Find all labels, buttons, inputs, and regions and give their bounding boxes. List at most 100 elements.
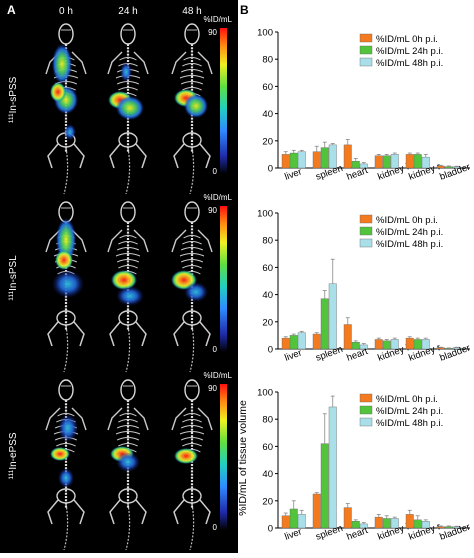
rib <box>116 259 140 263</box>
rib <box>183 57 201 61</box>
rib <box>116 81 140 85</box>
bar <box>312 333 321 350</box>
x-tick-label: liver <box>283 348 303 364</box>
time-label: 0 h <box>59 6 73 17</box>
pelvis <box>182 488 202 504</box>
uptake-hotspot <box>116 96 144 120</box>
mouse-image <box>171 379 213 551</box>
y-tick-label: 20 <box>262 317 273 328</box>
mouse-image <box>45 201 87 373</box>
uptake-hotspot <box>116 286 144 306</box>
bar <box>297 151 306 169</box>
legend-swatch <box>359 214 373 224</box>
time-label: 24 h <box>118 6 137 17</box>
bar <box>405 514 414 529</box>
uptake-hotspot <box>55 250 73 270</box>
forelimb-right <box>71 407 87 431</box>
hindlimb-right <box>73 499 85 525</box>
x-tick-label: liver <box>283 527 303 543</box>
hindlimb-left <box>173 321 185 347</box>
uptake-hotspot <box>111 270 137 290</box>
forelimb-left <box>171 229 187 253</box>
tail <box>63 503 69 551</box>
rib <box>118 419 138 423</box>
rib <box>56 443 76 447</box>
forelimb-left <box>107 51 123 75</box>
bar <box>281 154 290 169</box>
rib <box>180 247 204 251</box>
rib <box>118 443 138 447</box>
pelvis <box>118 310 138 326</box>
y-tick-label: 20 <box>262 496 273 507</box>
bar <box>374 155 383 169</box>
rib <box>180 259 204 263</box>
hindlimb-right <box>135 499 147 525</box>
hindlimb-left <box>109 143 121 169</box>
rib <box>119 413 137 417</box>
legend-label: %ID/mL 48h p.i. <box>376 418 443 429</box>
bar <box>374 339 383 350</box>
legend-label: %ID/mL 48h p.i. <box>376 239 443 250</box>
bar <box>281 515 290 529</box>
rib <box>116 425 140 429</box>
colorbar-max: 90 <box>208 28 217 37</box>
rib <box>115 253 141 257</box>
bar <box>320 443 329 529</box>
y-tick-label: 60 <box>262 82 273 93</box>
hindlimb-left <box>47 143 59 169</box>
uptake-hotspot <box>50 82 66 102</box>
legend-swatch <box>359 238 373 248</box>
hindlimb-left <box>173 143 185 169</box>
uptake-hotspot <box>120 62 132 82</box>
y-tick-label: 80 <box>262 236 273 247</box>
bar <box>343 144 352 169</box>
legend-swatch <box>359 393 373 403</box>
legend-swatch <box>359 226 373 236</box>
pelvis <box>182 310 202 326</box>
rib <box>57 413 75 417</box>
mouse-image <box>107 201 149 373</box>
y-tick-label: 60 <box>262 263 273 274</box>
y-tick-label: 60 <box>262 442 273 453</box>
row-label-superscript: 111 <box>8 290 15 300</box>
forelimb-right <box>197 51 213 75</box>
mouse-image <box>171 23 213 195</box>
bar <box>382 155 391 169</box>
colorbar-min: 0 <box>213 345 218 354</box>
forelimb-right <box>197 407 213 431</box>
legend-label: %ID/mL 0h p.i. <box>376 215 438 226</box>
bar <box>289 335 298 350</box>
uptake-hotspot <box>58 468 74 488</box>
uptake-hotspot <box>116 452 140 472</box>
tail <box>125 147 131 195</box>
panel-b-label: B <box>240 3 249 17</box>
x-tick-label: liver <box>283 167 303 183</box>
y-tick-label: 80 <box>262 415 273 426</box>
bar <box>289 152 298 169</box>
bar <box>281 337 290 350</box>
y-tick-label: 40 <box>262 109 273 120</box>
uptake-hotspot <box>64 124 76 140</box>
x-tick-label: bladder <box>438 343 472 364</box>
legend-label: %ID/mL 48h p.i. <box>376 58 443 69</box>
bar <box>405 337 414 350</box>
hindlimb-right <box>199 321 211 347</box>
rib <box>182 241 202 245</box>
rib <box>180 437 204 441</box>
legend-label: %ID/mL 24h p.i. <box>376 227 443 238</box>
colorbar-max: 90 <box>208 384 217 393</box>
uptake-hotspot <box>58 414 78 442</box>
pelvis <box>118 132 138 148</box>
legend-label: %ID/mL 0h p.i. <box>376 34 438 45</box>
rib <box>182 265 202 269</box>
hindlimb-left <box>47 321 59 347</box>
bar <box>312 151 321 169</box>
rib <box>183 235 201 239</box>
y-tick-label: 40 <box>262 290 273 301</box>
legend-swatch <box>359 417 373 427</box>
pelvis <box>182 132 202 148</box>
x-tick-label: bladder <box>438 522 472 543</box>
hindlimb-right <box>73 143 85 169</box>
